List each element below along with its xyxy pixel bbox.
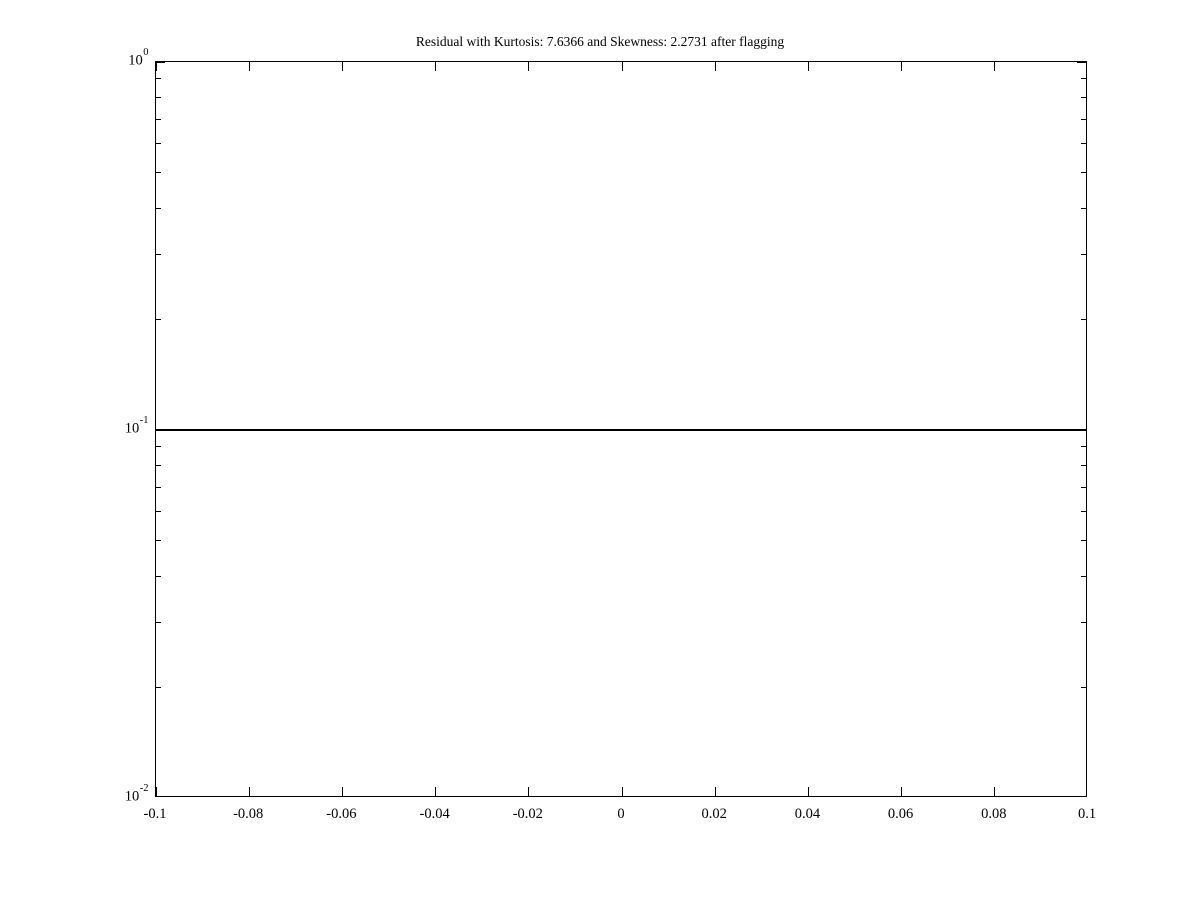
y-axis-minor-tick-right-4 bbox=[1081, 172, 1086, 174]
x-axis-label-1: -0.08 bbox=[233, 806, 264, 822]
y-axis-minor-tick-left-8 bbox=[156, 446, 161, 448]
y-axis-minor-tick-right-3 bbox=[1081, 143, 1086, 145]
data-series-line-0 bbox=[156, 429, 1086, 431]
y-axis-minor-tick-right-13 bbox=[1081, 575, 1086, 577]
y-axis-minor-tick-right-7 bbox=[1081, 318, 1086, 320]
x-axis-tick-bottom-9 bbox=[994, 787, 996, 796]
y-axis-minor-tick-right-6 bbox=[1081, 253, 1086, 255]
x-axis-tick-labels: -0.1 -0.08 -0.06 -0.04 -0.02 0 0.02 0.04 0.06 0.0… bbox=[144, 805, 1097, 829]
y-axis-label-2: 10-2 bbox=[0, 783, 149, 805]
y-axis-minor-tick-left-7 bbox=[156, 318, 161, 320]
x-axis-label-8: 0.06 bbox=[887, 806, 914, 822]
x-axis-tick-bottom-2 bbox=[341, 787, 343, 796]
y-axis-tick-left-0 bbox=[156, 62, 165, 63]
y-axis-minor-tick-right-5 bbox=[1081, 207, 1086, 209]
x-axis-label-10: 0.1 bbox=[1077, 806, 1097, 822]
x-axis-tick-top-6 bbox=[714, 62, 716, 71]
x-axis-tick-top-7 bbox=[807, 62, 809, 71]
chart-title: Residual with Kurtosis: 7.6366 and Skewn… bbox=[415, 34, 785, 49]
y-axis-label-exponent-1: -1 bbox=[139, 415, 149, 426]
x-axis-tick-bottom-3 bbox=[435, 787, 437, 796]
y-axis-label-0: 100 bbox=[0, 47, 148, 69]
x-axis-tick-bottom-6 bbox=[714, 787, 716, 796]
y-axis-label-exponent-2: -2 bbox=[139, 783, 149, 794]
y-axis-minor-tick-left-10 bbox=[156, 486, 161, 488]
x-axis-label-4: -0.02 bbox=[512, 806, 543, 822]
x-axis-tick-bottom-5 bbox=[621, 787, 623, 796]
y-axis-minor-tick-left-0 bbox=[156, 78, 161, 80]
x-axis-label-9: 0.08 bbox=[981, 806, 1007, 822]
plot-area bbox=[155, 61, 1087, 797]
x-axis-tick-top-5 bbox=[621, 62, 623, 71]
y-axis-label-mantissa-1: 10 bbox=[124, 420, 140, 437]
x-axis-tick-top-3 bbox=[435, 62, 437, 71]
x-axis-label-6: 0.02 bbox=[701, 806, 727, 822]
y-axis-label-mantissa-0: 10 bbox=[128, 52, 143, 69]
y-axis-label-exponent-0: 0 bbox=[143, 47, 149, 58]
x-axis-tick-bottom-0 bbox=[156, 787, 157, 796]
y-axis-minor-tick-left-2 bbox=[156, 118, 161, 120]
x-axis-tick-top-0 bbox=[156, 62, 157, 71]
y-axis-minor-tick-right-8 bbox=[1081, 446, 1086, 448]
y-axis-tick-labels: 100 10-1 10-2 bbox=[0, 0, 149, 900]
y-axis-minor-tick-left-13 bbox=[156, 575, 161, 577]
x-axis-tick-bottom-1 bbox=[248, 787, 250, 796]
y-axis-minor-tick-right-12 bbox=[1081, 540, 1086, 542]
y-axis-minor-tick-right-15 bbox=[1081, 686, 1086, 688]
x-axis-label-0: -0.1 bbox=[143, 806, 167, 822]
y-axis-minor-tick-right-14 bbox=[1081, 621, 1086, 623]
y-axis-minor-tick-right-11 bbox=[1081, 511, 1086, 513]
x-axis-label-5: 0 bbox=[617, 806, 625, 822]
y-axis-minor-tick-left-11 bbox=[156, 511, 161, 513]
x-axis-tick-top-8 bbox=[901, 62, 903, 71]
x-axis-tick-top-1 bbox=[248, 62, 250, 71]
y-axis-minor-tick-right-1 bbox=[1081, 97, 1086, 99]
y-axis-minor-tick-right-10 bbox=[1081, 486, 1086, 488]
y-axis-minor-tick-right-0 bbox=[1081, 78, 1086, 80]
x-axis-tick-bottom-7 bbox=[807, 787, 809, 796]
y-axis-minor-tick-left-15 bbox=[156, 686, 161, 688]
x-axis-tick-top-2 bbox=[341, 62, 343, 71]
x-axis-tick-bottom-8 bbox=[901, 787, 903, 796]
y-axis-label-1: 10-1 bbox=[0, 415, 149, 437]
x-axis-label-3: -0.04 bbox=[419, 806, 450, 822]
plot-inner bbox=[156, 62, 1086, 796]
y-axis-minor-tick-left-9 bbox=[156, 465, 161, 467]
y-axis-minor-tick-left-4 bbox=[156, 172, 161, 174]
y-axis-minor-tick-right-2 bbox=[1081, 118, 1086, 120]
y-axis-label-mantissa-2: 10 bbox=[124, 788, 140, 805]
y-axis-minor-tick-left-1 bbox=[156, 97, 161, 99]
y-axis-tick-right-0 bbox=[1077, 62, 1086, 63]
x-axis-tick-top-9 bbox=[994, 62, 996, 71]
y-axis-minor-tick-left-3 bbox=[156, 143, 161, 145]
y-axis-minor-tick-left-12 bbox=[156, 540, 161, 542]
x-axis-label-7: 0.04 bbox=[794, 806, 821, 822]
x-axis-tick-top-4 bbox=[528, 62, 530, 71]
x-axis-label-2: -0.06 bbox=[326, 806, 357, 822]
y-axis-minor-tick-left-6 bbox=[156, 253, 161, 255]
y-axis-minor-tick-right-9 bbox=[1081, 465, 1086, 467]
y-axis-minor-tick-left-14 bbox=[156, 621, 161, 623]
x-axis-tick-bottom-4 bbox=[528, 787, 530, 796]
y-axis-minor-tick-left-5 bbox=[156, 207, 161, 209]
